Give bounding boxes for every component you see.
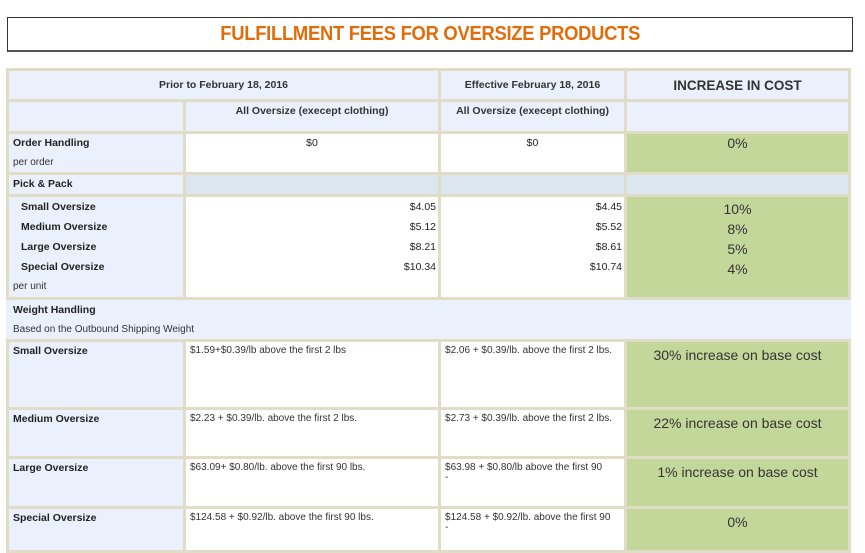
order-handling-increase: 0% xyxy=(624,131,852,175)
weight-large-increase: 1% increase on base cost xyxy=(624,456,852,509)
weight-special-label: Special Oversize xyxy=(6,506,186,553)
weight-special-effective-tail: - xyxy=(445,522,449,533)
order-handling-effective: $0 xyxy=(438,131,628,175)
pick-pack-label: Pick & Pack xyxy=(6,172,186,197)
header-prior: Prior to February 18, 2016 xyxy=(5,68,442,102)
weight-medium-prior: $2.23 + $0.39/lb. above the first 2 lbs. xyxy=(182,407,442,459)
weight-small-increase: 30% increase on base cost xyxy=(624,339,852,410)
pick-pack-effective-values: $4.45 $5.52 $8.61 $10.74 xyxy=(438,194,628,300)
weight-special-effective-cell: $124.58 + $0.92/lb. above the first 90 - xyxy=(438,506,628,553)
pick-pack-prior-empty xyxy=(182,172,442,197)
subheader-row: All Oversize (execept clothing) All Over… xyxy=(6,99,852,134)
pick-pack-medium-prior: $5.12 xyxy=(409,221,437,233)
order-handling-sub: per order xyxy=(13,157,54,168)
subheader-prior: All Oversize (execept clothing) xyxy=(182,99,442,134)
pick-pack-medium-increase: 8% xyxy=(727,221,748,237)
pick-pack-small-increase: 10% xyxy=(723,201,752,217)
weight-large-prior: $63.09+ $0.80/lb. above the first 90 lbs… xyxy=(182,456,442,509)
pick-pack-increase-values: 10% 8% 5% 4% xyxy=(624,194,852,300)
order-handling-prior: $0 xyxy=(182,131,442,175)
pick-pack-prior-values: $4.05 $5.12 $8.21 $10.34 xyxy=(182,194,442,300)
weight-medium-increase: 22% increase on base cost xyxy=(624,407,852,459)
weight-special-effective: $124.58 + $0.92/lb. above the first 90 xyxy=(445,512,611,523)
pick-pack-increase-empty xyxy=(624,172,852,197)
pick-pack-small-prior: $4.05 xyxy=(409,201,437,213)
pick-pack-small-effective: $4.45 xyxy=(595,201,623,213)
weight-large-row: Large Oversize $63.09+ $0.80/lb. above t… xyxy=(6,456,852,509)
subheader-empty xyxy=(6,99,186,134)
pick-pack-effective-empty xyxy=(438,172,628,197)
subheader-effective: All Oversize (execept clothing) xyxy=(438,99,628,134)
weight-medium-row: Medium Oversize $2.23 + $0.39/lb. above … xyxy=(6,407,852,459)
weight-medium-effective: $2.73 + $0.39/lb. above the first 2 lbs. xyxy=(438,407,628,459)
header-effective: Effective February 18, 2016 xyxy=(438,68,628,102)
weight-small-prior: $1.59+$0.39/lb above the first 2 lbs xyxy=(182,339,442,410)
weight-large-effective: $63.98 + $0.80/lb above the first 90 xyxy=(445,462,603,473)
title-box: FULFILLMENT FEES FOR OVERSIZE PRODUCTS xyxy=(7,17,853,52)
header-row: Prior to February 18, 2016 Effective Feb… xyxy=(5,68,852,102)
weight-medium-label: Medium Oversize xyxy=(6,407,186,459)
pick-pack-large-label: Large Oversize xyxy=(21,241,97,253)
pick-pack-large-prior: $8.21 xyxy=(409,241,437,253)
weight-small-effective: $2.06 + $0.39/lb. above the first 2 lbs. xyxy=(438,339,628,410)
weight-small-row: Small Oversize $1.59+$0.39/lb above the … xyxy=(6,339,852,410)
page-title: FULFILLMENT FEES FOR OVERSIZE PRODUCTS xyxy=(220,22,640,45)
pick-pack-sub: per unit xyxy=(13,281,47,292)
pick-pack-labels: Small Oversize Medium Oversize Large Ove… xyxy=(6,194,186,300)
order-handling-label: Order Handling xyxy=(13,137,90,149)
fees-table: Prior to February 18, 2016 Effective Feb… xyxy=(5,68,852,553)
pick-pack-special-label: Special Oversize xyxy=(21,261,105,273)
order-handling-row: Order Handling per order $0 $0 0% xyxy=(6,131,852,175)
pick-pack-small-label: Small Oversize xyxy=(21,201,96,213)
pick-pack-large-increase: 5% xyxy=(727,241,748,257)
weight-special-increase: 0% xyxy=(624,506,852,553)
pick-pack-header-row: Pick & Pack xyxy=(6,172,852,197)
pick-pack-block: Small Oversize Medium Oversize Large Ove… xyxy=(6,194,852,300)
weight-handling-label: Weight Handling xyxy=(13,304,96,316)
weight-large-effective-tail: - xyxy=(445,472,449,483)
pick-pack-special-increase: 4% xyxy=(727,261,748,277)
weight-special-row: Special Oversize $124.58 + $0.92/lb. abo… xyxy=(6,506,852,553)
pick-pack-special-prior: $10.34 xyxy=(403,261,437,273)
weight-handling-header-row: Weight Handling Based on the Outbound Sh… xyxy=(5,297,852,342)
subheader-increase-empty xyxy=(624,99,852,134)
weight-small-label: Small Oversize xyxy=(6,339,186,410)
weight-large-effective-cell: $63.98 + $0.80/lb above the first 90 - xyxy=(438,456,628,509)
weight-special-prior: $124.58 + $0.92/lb. above the first 90 l… xyxy=(182,506,442,553)
weight-handling-header: Weight Handling Based on the Outbound Sh… xyxy=(5,297,852,342)
weight-handling-sub: Based on the Outbound Shipping Weight xyxy=(13,324,195,335)
pick-pack-large-effective: $8.61 xyxy=(595,241,623,253)
pick-pack-special-effective: $10.74 xyxy=(589,261,623,273)
weight-large-label: Large Oversize xyxy=(6,456,186,509)
order-handling-label-cell: Order Handling per order xyxy=(6,131,186,175)
pick-pack-medium-effective: $5.52 xyxy=(595,221,623,233)
header-increase: INCREASE IN COST xyxy=(624,68,852,102)
pick-pack-medium-label: Medium Oversize xyxy=(21,221,108,233)
